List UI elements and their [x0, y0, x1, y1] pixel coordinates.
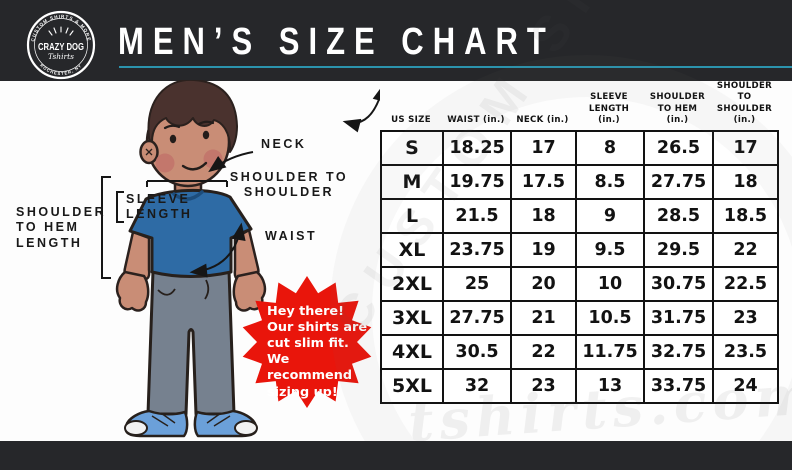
measurement-cell: 9.5	[575, 232, 645, 268]
measurement-cell: 13	[575, 368, 645, 404]
sleeve-length-label: SLEEVE LENGTH	[126, 192, 193, 222]
header-pointer-arrow	[342, 83, 380, 133]
sleeve-length-bracket	[116, 191, 124, 223]
measurement-cell: 10	[575, 266, 645, 302]
measurement-cell: 22.5	[712, 266, 779, 302]
figure-arms	[115, 228, 267, 312]
logo-name: CRAZY DOG	[38, 42, 84, 53]
figure-shoes	[124, 409, 258, 438]
table-row: 5XL 32 23 13 33.75 24	[380, 368, 779, 404]
figure-smile	[181, 161, 208, 171]
waist-arrow	[189, 222, 246, 278]
neck-label: NECK	[261, 137, 307, 151]
size-cell: S	[380, 130, 444, 166]
measurement-cell: 32.75	[643, 334, 714, 370]
size-cell: 3XL	[380, 300, 444, 336]
measurement-cell: 23	[712, 300, 779, 336]
measurement-cell: 24	[712, 368, 779, 404]
measurement-cell: 27.75	[643, 164, 714, 200]
model-illustration	[101, 80, 380, 438]
col-header-us-size: US SIZE	[391, 114, 431, 125]
measurement-cell: 30.5	[442, 334, 512, 370]
size-cell: 4XL	[380, 334, 444, 370]
measurement-cell: 27.75	[442, 300, 512, 336]
col-header-shoulder: SHOULDER TO SHOULDER (in.)	[716, 81, 773, 125]
waist-label: WAIST	[265, 229, 318, 243]
measurement-cell: 9	[575, 198, 645, 234]
shoulder-to-hem-bracket	[101, 176, 111, 279]
measurement-cell: 25	[442, 266, 512, 302]
measurement-cell: 32	[442, 368, 512, 404]
measurement-cell: 21	[510, 300, 577, 336]
measurement-cell: 18.5	[712, 198, 779, 234]
measurement-cell: 11.75	[575, 334, 645, 370]
measurement-cell: 17	[510, 130, 577, 166]
crazy-dog-logo: CUSTOM SHIRTS & MORE ROCHESTER, NY CRAZY…	[26, 10, 96, 80]
measurement-cell: 23.75	[442, 232, 512, 268]
measurement-cell: 18	[510, 198, 577, 234]
table-row: 2XL 25 20 10 30.75 22.5	[380, 266, 779, 302]
figure-hair	[147, 80, 238, 153]
table-header-row: US SIZE WAIST (in.) NECK (in.) SLEEVE LE…	[380, 81, 777, 130]
measurement-cell: 22	[712, 232, 779, 268]
shoulder-to-shoulder-label: SHOULDER TO SHOULDER	[229, 170, 349, 200]
figure-left-hand	[115, 270, 150, 312]
callout-star-shape	[242, 276, 372, 408]
measurement-cell: 23.5	[712, 334, 779, 370]
measurement-cell: 10.5	[575, 300, 645, 336]
measurement-cell: 8	[575, 130, 645, 166]
title-underline	[119, 66, 792, 68]
col-header-waist: WAIST (in.)	[447, 114, 505, 125]
shoulder-to-hem-label: SHOULDER TO HEM LENGTH	[16, 205, 107, 250]
page-title: MEN’S SIZE CHART	[118, 20, 555, 63]
measurement-cell: 17.5	[510, 164, 577, 200]
size-cell: XL	[380, 232, 444, 268]
measurement-cell: 30.75	[643, 266, 714, 302]
shoulder-measure-line	[146, 180, 228, 187]
size-table-body: S 18.25 17 8 26.5 17 M 19.75 17.5 8.5 27.75 18 L 21.5…	[380, 130, 779, 404]
measurement-cell: 20	[510, 266, 577, 302]
measurement-cell: 17	[712, 130, 779, 166]
table-row: XL 23.75 19 9.5 29.5 22	[380, 232, 779, 268]
logo-script: Tshirts	[48, 52, 74, 61]
measurement-cell: 8.5	[575, 164, 645, 200]
col-header-sleeve: SLEEVE LENGTH (in.)	[588, 92, 630, 125]
neck-arrow	[208, 151, 254, 173]
size-cell: L	[380, 198, 444, 234]
measurement-cell: 22	[510, 334, 577, 370]
measurement-cell: 18	[712, 164, 779, 200]
table-row: L 21.5 18 9 28.5 18.5	[380, 198, 779, 234]
table-row: S 18.25 17 8 26.5 17	[380, 130, 779, 166]
measurement-cell: 33.75	[643, 368, 714, 404]
size-cell: 2XL	[380, 266, 444, 302]
measurement-cell: 21.5	[442, 198, 512, 234]
col-header-hem: SHOULDER TO HEM (in.)	[649, 92, 706, 125]
size-cell: 5XL	[380, 368, 444, 404]
callout-text: Hey there! Our shirts are cut slim fit. …	[267, 304, 367, 400]
measurement-cell: 29.5	[643, 232, 714, 268]
logo-rays-icon	[48, 26, 74, 36]
size-cell: M	[380, 164, 444, 200]
measurement-cell: 19.75	[442, 164, 512, 200]
figure-head	[139, 80, 238, 188]
callout-starburst	[242, 276, 372, 408]
table-row: M 19.75 17.5 8.5 27.75 18	[380, 164, 779, 200]
figure-pants	[146, 269, 236, 416]
figure-right-hand	[232, 270, 267, 312]
footer-bar	[0, 441, 792, 470]
measurement-cell: 28.5	[643, 198, 714, 234]
header-bar: CUSTOM SHIRTS & MORE ROCHESTER, NY CRAZY…	[0, 0, 792, 81]
size-table: S 18.25 17 8 26.5 17 M 19.75 17.5 8.5 27.75 18 L 21.5…	[380, 130, 779, 404]
table-row: 3XL 27.75 21 10.5 31.75 23	[380, 300, 779, 336]
measurement-cell: 26.5	[643, 130, 714, 166]
table-row: 4XL 30.5 22 11.75 32.75 23.5	[380, 334, 779, 370]
measurement-cell: 18.25	[442, 130, 512, 166]
measurement-cell: 31.75	[643, 300, 714, 336]
measurement-cell: 23	[510, 368, 577, 404]
col-header-neck: NECK (in.)	[516, 114, 569, 125]
measurement-cell: 19	[510, 232, 577, 268]
